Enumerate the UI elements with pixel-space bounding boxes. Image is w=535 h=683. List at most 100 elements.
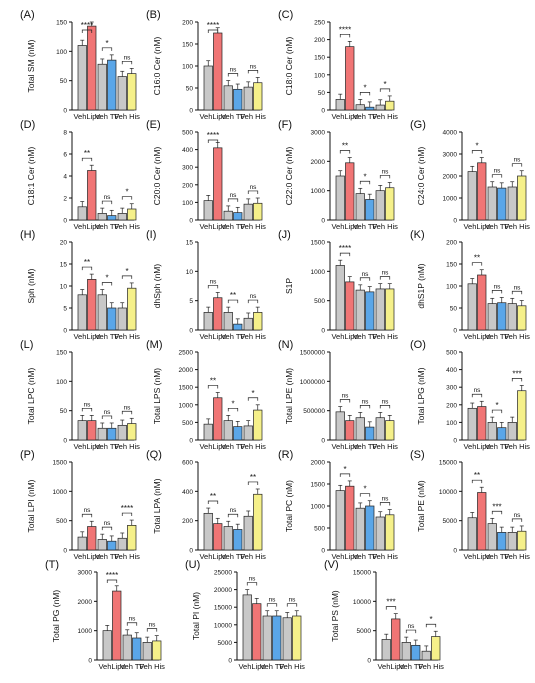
bar [77, 45, 87, 111]
panel-label: (K) [410, 229, 425, 241]
y-tick-label: 500 [182, 130, 193, 137]
bar [365, 106, 375, 111]
significance-label: *** [492, 502, 501, 511]
bar [385, 288, 395, 331]
group-label: Veh His [504, 552, 530, 561]
significance-bracket [379, 502, 391, 506]
y-tick-label: 500000 [303, 408, 325, 415]
y-tick-label: 600 [182, 460, 193, 467]
bar [497, 427, 507, 441]
bar [223, 526, 233, 551]
bar [365, 426, 375, 441]
significance-label: ns [514, 284, 522, 291]
group-label: Veh TF [95, 112, 119, 121]
group-label: Veh His [114, 332, 140, 341]
bar [375, 190, 385, 221]
group-label: Veh TF [95, 332, 119, 341]
group-label: Veh TF [353, 442, 377, 451]
bar [385, 187, 395, 221]
significance-label: ns [514, 157, 522, 164]
significance-bracket [339, 473, 351, 477]
panel-label: (Q) [146, 449, 162, 461]
group-label: VehLipo [199, 442, 226, 451]
significance-label: * [125, 188, 128, 197]
significance-label: ** [474, 254, 480, 263]
y-tick-label: 6 [63, 152, 67, 159]
significance-bracket [379, 405, 391, 409]
bar [213, 523, 223, 551]
group-label: Veh His [372, 332, 398, 341]
y-tick-label: 0 [189, 108, 193, 115]
y-tick-label: 50 [318, 90, 326, 97]
y-tick-label: 0 [228, 658, 232, 665]
y-tick-label: 5000 [443, 518, 458, 525]
panel-n: (N) 0 500000 1000000 1500000 Total LPE (nM) ns… [278, 339, 398, 451]
significance-bracket [339, 150, 351, 154]
significance-label: * [495, 401, 498, 410]
y-axis-label: C16:0 Cer (nM) [152, 37, 162, 96]
significance-bracket [207, 29, 219, 33]
significance-label: **** [81, 21, 93, 30]
bar [345, 162, 355, 221]
y-axis-label: C18:0 Cer (nM) [284, 37, 294, 96]
significance-label: ** [210, 376, 216, 385]
bar [132, 637, 142, 661]
group-label: Veh His [372, 442, 398, 451]
group-label: VehLipo [331, 222, 358, 231]
bar [233, 323, 243, 331]
y-tick-label: 200 [182, 182, 193, 189]
bar [335, 265, 345, 331]
y-tick-label: 400 [182, 147, 193, 154]
significance-bracket [359, 405, 371, 409]
significance-label: ** [250, 473, 256, 482]
significance-bracket [247, 481, 259, 485]
y-tick-label: 1500000 [300, 350, 326, 357]
y-tick-label: 8 [63, 130, 67, 137]
bar [262, 615, 272, 661]
bar [253, 409, 263, 441]
significance-label: * [105, 39, 108, 48]
bar [507, 532, 517, 551]
y-axis-label: Total LPE (nM) [284, 368, 294, 424]
bar [507, 186, 517, 221]
bar [122, 634, 132, 661]
panel-v: (V) 0 5000 10000 15000 Total PS (nM) *** ns * Veh… [324, 559, 444, 671]
group-label: Veh TF [353, 222, 377, 231]
significance-label: ns [84, 507, 92, 514]
y-tick-label: 10000 [353, 599, 371, 606]
bar [87, 25, 97, 111]
bar [335, 490, 345, 551]
significance-bracket [121, 512, 133, 517]
bar [117, 213, 127, 221]
significance-label: ns [210, 278, 218, 285]
significance-label: **** [121, 504, 133, 513]
panel-label: (E) [146, 119, 161, 131]
group-label: VehLipo [463, 222, 490, 231]
significance-label: ns [104, 194, 112, 201]
group-label: VehLipo [73, 442, 100, 451]
group-label: Veh TF [353, 112, 377, 121]
y-tick-label: 2000 [443, 174, 458, 181]
group-label: Veh TF [353, 332, 377, 341]
significance-bracket [227, 407, 239, 412]
y-tick-label: 2000 [179, 367, 194, 374]
bar [272, 615, 282, 661]
panel-p: (P) 0 500 1000 1500 Total LPI (nM) ns ns **** Veh… [20, 449, 140, 561]
significance-bracket [81, 29, 93, 33]
significance-bracket [511, 518, 523, 522]
significance-bracket [81, 513, 93, 518]
panel-label: (O) [410, 339, 426, 351]
significance-bracket [491, 409, 503, 414]
bar [487, 186, 497, 221]
significance-bracket [511, 378, 523, 382]
panel-e: (E) 0 100 200 300 400 500 C20:0 Cer (nM) **** ns n… [146, 119, 266, 231]
group-label: VehLipo [463, 552, 490, 561]
bar [253, 82, 263, 111]
y-tick-label: 400 [446, 367, 457, 374]
